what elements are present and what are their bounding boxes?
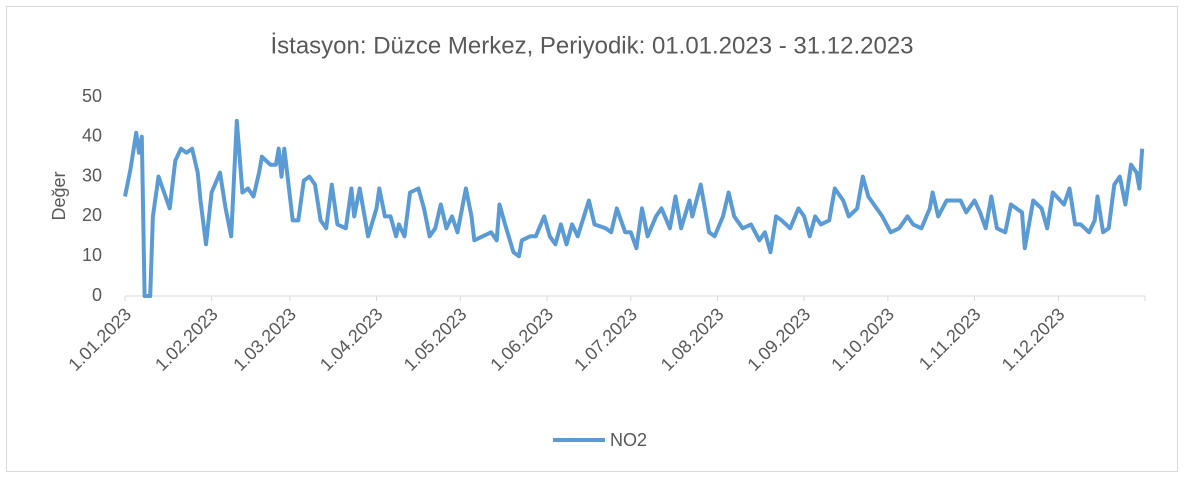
- y-tick-label: 20: [82, 205, 102, 225]
- chart-title: İstasyon: Düzce Merkez, Periyodik: 01.01…: [270, 32, 913, 59]
- x-tick-label: 1.11.2023: [915, 304, 985, 374]
- y-axis-label: Değer: [49, 171, 69, 220]
- x-tick-label: 1.05.2023: [400, 304, 471, 375]
- x-tick-label: 1.09.2023: [743, 304, 814, 375]
- x-tick-label: 1.04.2023: [316, 304, 387, 375]
- chart-border: [6, 6, 1178, 472]
- y-tick-label: 30: [82, 165, 102, 185]
- x-tick-label: 1.02.2023: [151, 304, 222, 375]
- y-tick-label: 0: [92, 285, 102, 305]
- x-tick-label: 1.06.2023: [486, 304, 557, 375]
- x-tick-label: 1.07.2023: [570, 304, 641, 375]
- x-tick-label: 1.03.2023: [229, 304, 300, 375]
- y-tick-label: 10: [82, 245, 102, 265]
- x-tick-label: 1.01.2023: [64, 304, 135, 375]
- legend-label: NO2: [610, 430, 647, 450]
- x-tick-label: 1.10.2023: [827, 304, 898, 375]
- x-tick-label: 1.12.2023: [998, 304, 1069, 375]
- x-tick-label: 1.08.2023: [657, 304, 728, 375]
- y-tick-label: 40: [82, 126, 102, 146]
- y-tick-label: 50: [82, 86, 102, 106]
- data-line: [123, 118, 1145, 298]
